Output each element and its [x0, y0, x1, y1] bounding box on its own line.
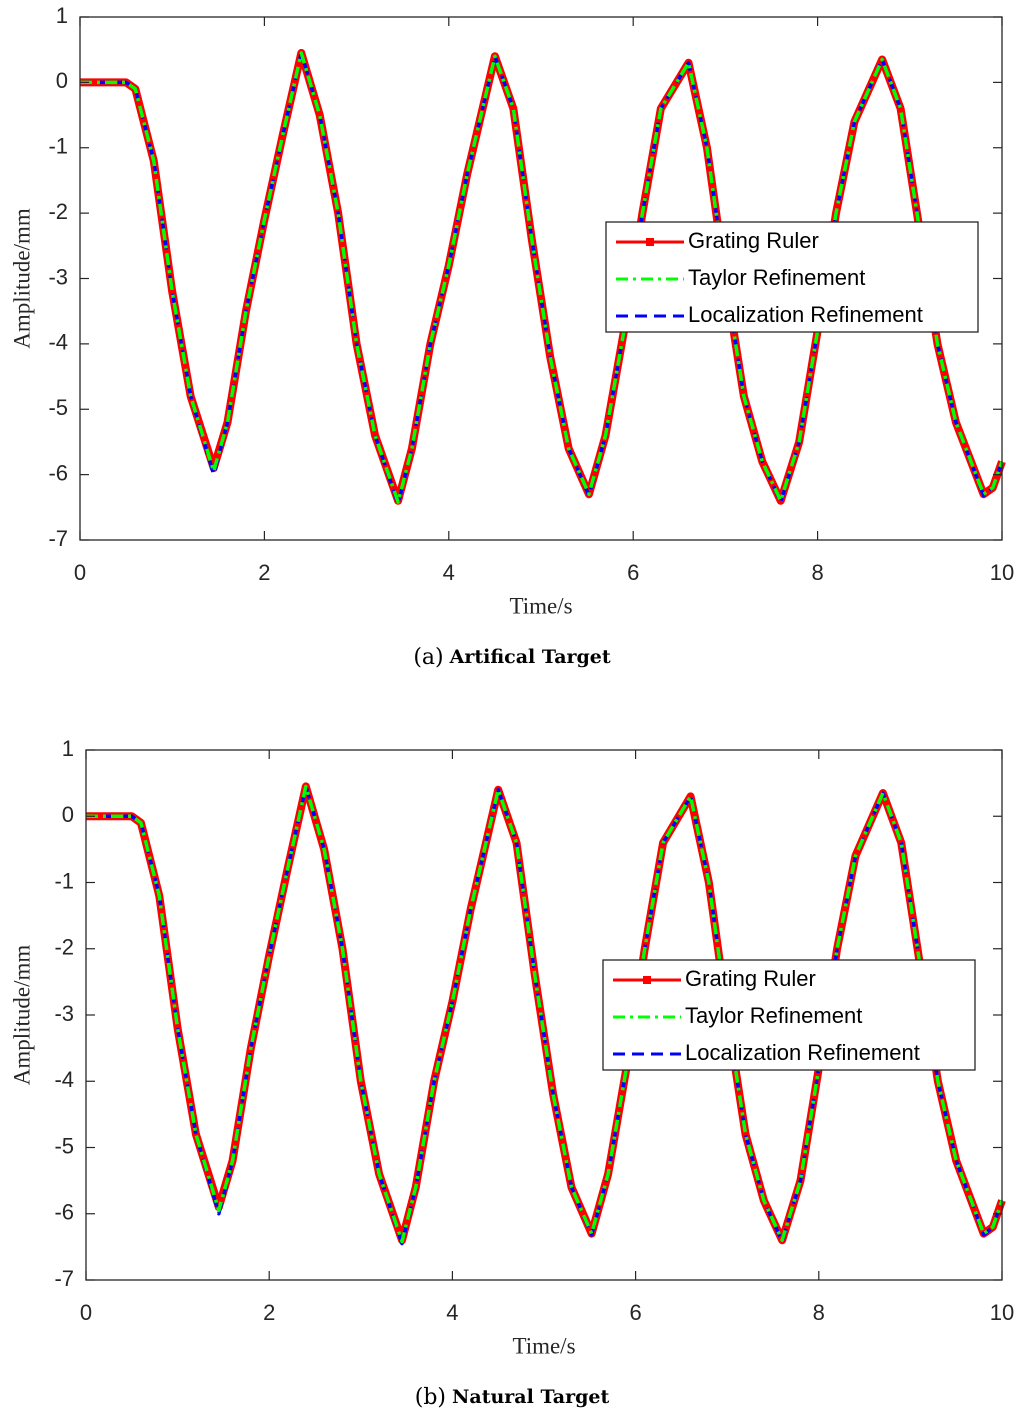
y-tick-label: -2 — [54, 935, 74, 960]
caption: (b) Natural Target — [415, 1385, 610, 1410]
y-tick-label: 0 — [62, 802, 74, 827]
x-axis-label: Time/s — [509, 593, 572, 618]
legend-label: Taylor Refinement — [685, 1003, 862, 1028]
x-tick-label: 2 — [263, 1300, 275, 1325]
x-tick-label: 4 — [446, 1300, 458, 1325]
x-tick-label: 10 — [990, 560, 1014, 585]
axes-box — [79, 16, 1003, 541]
x-tick-label: 10 — [990, 1300, 1014, 1325]
y-tick-label: -4 — [48, 330, 68, 355]
caption-text: Natural Target — [452, 1386, 609, 1408]
y-tick-label: 1 — [56, 3, 68, 28]
legend-box — [602, 959, 976, 1071]
x-axis-label: Time/s — [512, 1333, 575, 1358]
y-tick-label: -7 — [54, 1266, 74, 1291]
x-tick-label: 4 — [443, 560, 455, 585]
x-tick-label: 8 — [811, 560, 823, 585]
y-tick-label: -3 — [48, 264, 68, 289]
y-tick-label: 1 — [62, 736, 74, 761]
y-tick-label: -4 — [54, 1067, 74, 1092]
x-tick-label: 0 — [74, 560, 86, 585]
y-tick-label: -3 — [54, 1001, 74, 1026]
y-tick-label: -6 — [48, 460, 68, 485]
caption-label: (b) — [415, 1385, 446, 1410]
legend-marker — [646, 238, 654, 246]
y-tick-label: -5 — [48, 395, 68, 420]
caption: (a) Artifical Target — [413, 645, 611, 670]
y-axis-label: Amplitude/mm — [9, 208, 34, 349]
x-tick-label: 2 — [258, 560, 270, 585]
legend-marker — [643, 976, 651, 984]
legend-label: Grating Ruler — [688, 228, 819, 253]
y-tick-label: -2 — [48, 199, 68, 224]
legend-label: Localization Refinement — [688, 302, 923, 327]
axes-box — [85, 749, 1003, 1281]
y-tick-label: -7 — [48, 526, 68, 551]
y-tick-label: -1 — [48, 134, 68, 159]
x-tick-label: 6 — [627, 560, 639, 585]
series-line — [80, 51, 1004, 504]
y-tick-label: 0 — [56, 68, 68, 93]
y-tick-label: -6 — [54, 1200, 74, 1225]
series-line — [86, 784, 1004, 1244]
legend-label: Grating Ruler — [685, 966, 816, 991]
x-tick-label: 8 — [813, 1300, 825, 1325]
y-tick-label: -1 — [54, 868, 74, 893]
x-tick-label: 0 — [80, 1300, 92, 1325]
x-tick-label: 6 — [629, 1300, 641, 1325]
legend-box — [605, 221, 979, 333]
y-tick-label: -5 — [54, 1133, 74, 1158]
y-axis-label: Amplitude/mm — [9, 945, 34, 1086]
caption-text: Artifical Target — [449, 646, 611, 668]
legend-label: Taylor Refinement — [688, 265, 865, 290]
caption-label: (a) — [413, 645, 443, 670]
legend-label: Localization Refinement — [685, 1040, 920, 1065]
